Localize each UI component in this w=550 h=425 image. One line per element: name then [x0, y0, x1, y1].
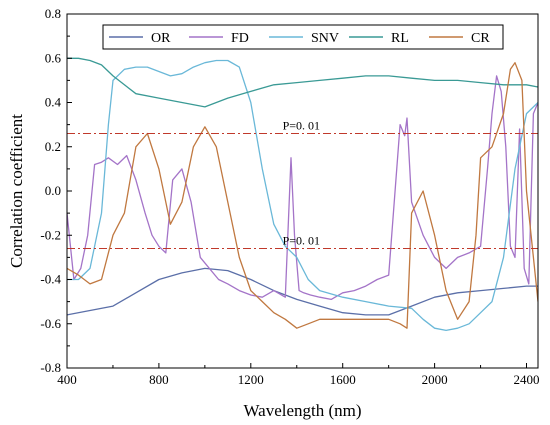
threshold-label-2: P=0. 01: [283, 234, 320, 248]
y-tick-label: -0.2: [40, 227, 61, 242]
x-axis-label: Wavelength (nm): [243, 401, 361, 420]
x-tick-label: 1600: [330, 372, 356, 387]
threshold-layer: P=0. 01 P=0. 01: [67, 118, 538, 250]
legend-label-or: OR: [151, 31, 171, 46]
series-layer: [67, 57, 538, 332]
x-tick-label: 1200: [238, 372, 264, 387]
legend-label-snv: SNV: [311, 31, 339, 46]
y-tick-label: 0.6: [45, 50, 62, 65]
y-tick-label: -0.4: [40, 272, 61, 287]
y-tick-label: 0.4: [45, 95, 62, 110]
legend-label-cr: CR: [471, 31, 490, 46]
threshold-label-1: P=0. 01: [283, 118, 320, 132]
legend-label-rl: RL: [391, 31, 409, 46]
y-axis-ticks: -0.8 -0.6 -0.4 -0.2 0.0 0.2 0.4 0.6 0.8: [40, 6, 72, 375]
x-tick-label: 2000: [422, 372, 448, 387]
y-tick-label: -0.6: [40, 316, 61, 331]
y-tick-label: -0.8: [40, 360, 61, 375]
series-line-or: [67, 267, 538, 316]
x-tick-label: 800: [149, 372, 169, 387]
series-line-snv: [67, 59, 538, 332]
x-tick-label: 2400: [514, 372, 540, 387]
legend: OR FD SNV RL CR: [102, 24, 504, 50]
y-tick-label: 0.0: [45, 183, 61, 198]
series-line-cr: [67, 62, 538, 329]
legend-label-fd: FD: [231, 31, 249, 46]
y-tick-label: 0.8: [45, 6, 61, 21]
y-tick-label: 0.2: [45, 139, 61, 154]
x-tick-label: 400: [57, 372, 77, 387]
x-axis-ticks: 400 800 1200 1600 2000 2400: [57, 363, 540, 387]
series-line-fd: [67, 75, 538, 301]
series-line-rl: [67, 57, 538, 108]
y-axis-label: Correlation coefficient: [7, 114, 26, 268]
